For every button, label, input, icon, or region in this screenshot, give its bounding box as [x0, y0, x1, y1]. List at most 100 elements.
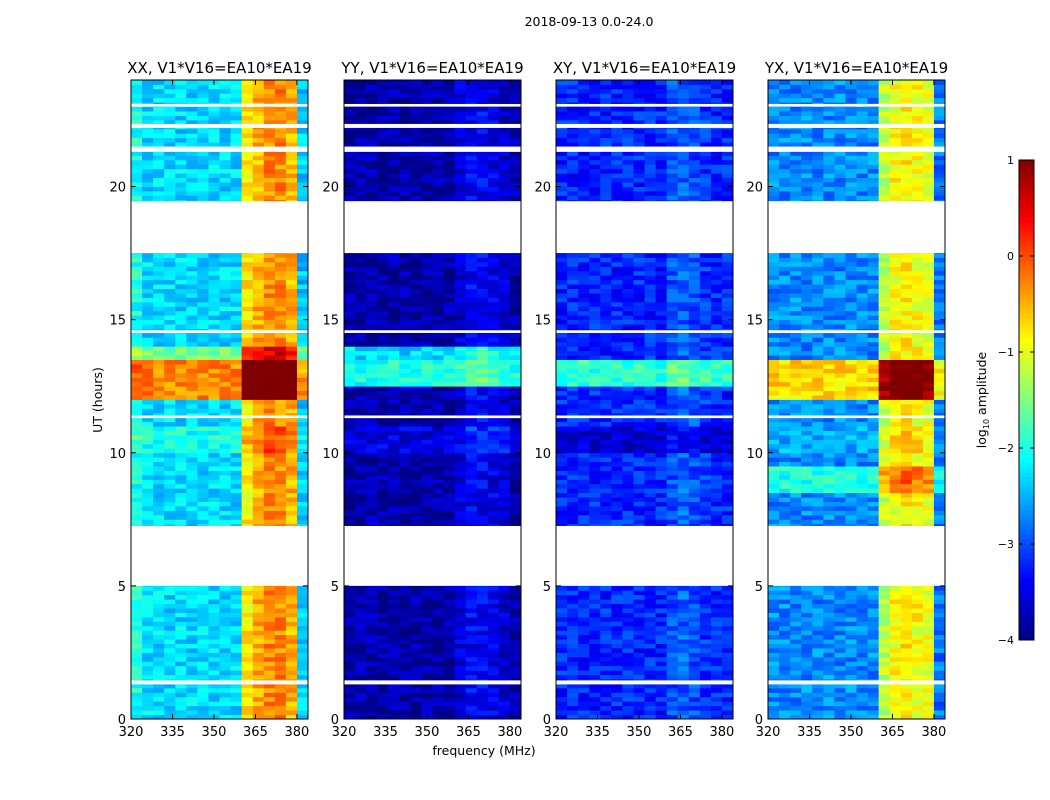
- heatmap-cell: [230, 395, 243, 400]
- x-tick-label: 350: [202, 725, 227, 740]
- heatmap-cell: [399, 128, 411, 134]
- heatmap-cell: [465, 403, 478, 409]
- heatmap-cell: [410, 714, 422, 720]
- heatmap-cell: [611, 634, 623, 640]
- heatmap-cell: [263, 332, 276, 338]
- heatmap-cell: [296, 412, 309, 418]
- heatmap-cell: [633, 661, 645, 667]
- heatmap-cell: [230, 603, 243, 609]
- heatmap-cell: [241, 399, 254, 405]
- heatmap-cell: [366, 173, 378, 179]
- heatmap-cell: [274, 177, 287, 183]
- heatmap-cell: [410, 372, 422, 378]
- heatmap-cell: [263, 80, 276, 85]
- heatmap-cell: [454, 514, 467, 520]
- heatmap-cell: [498, 696, 511, 702]
- heatmap-cell: [476, 621, 489, 627]
- heatmap-cell: [589, 714, 601, 720]
- heatmap-cell: [421, 594, 433, 600]
- heatmap-cell: [454, 84, 467, 90]
- heatmap-cell: [219, 137, 231, 143]
- heatmap-cell: [285, 159, 298, 165]
- heatmap-cell: [465, 80, 478, 85]
- heatmap-cell: [186, 111, 198, 116]
- heatmap-cell: [509, 386, 522, 392]
- heatmap-cell: [175, 93, 187, 99]
- heatmap-cell: [388, 448, 400, 454]
- heatmap-cell: [219, 426, 231, 431]
- heatmap-cell: [509, 692, 522, 698]
- heatmap-cell: [410, 497, 422, 502]
- heatmap-cell: [142, 506, 154, 511]
- heatmap-cell: [153, 164, 165, 170]
- heatmap-cell: [421, 603, 433, 609]
- heatmap-cell: [498, 106, 511, 112]
- heatmap-cell: [263, 470, 276, 476]
- heatmap-cell: [208, 603, 220, 609]
- heatmap-cell: [388, 643, 400, 649]
- heatmap-cell: [153, 93, 165, 99]
- heatmap-cell: [344, 435, 356, 440]
- heatmap-cell: [498, 648, 511, 653]
- heatmap-cell: [219, 97, 231, 103]
- heatmap-cell: [465, 656, 478, 662]
- heatmap-cell: [388, 616, 400, 622]
- heatmap-cell: [476, 448, 489, 454]
- heatmap-cell: [344, 625, 356, 631]
- heatmap-cell: [388, 395, 400, 400]
- heatmap-cell: [399, 119, 411, 125]
- heatmap-cell: [476, 616, 489, 622]
- heatmap-cell: [164, 381, 176, 387]
- heatmap-cell: [252, 612, 265, 618]
- heatmap-cell: [263, 261, 276, 267]
- heatmap-cell: [230, 670, 243, 676]
- heatmap-cell: [175, 506, 187, 511]
- heatmap-cell: [410, 479, 422, 485]
- heatmap-cell: [421, 426, 433, 431]
- heatmap-cell: [142, 266, 154, 272]
- heatmap-cell: [142, 639, 154, 644]
- heatmap-cell: [230, 692, 243, 698]
- heatmap-cell: [131, 151, 143, 156]
- heatmap-cell: [377, 151, 389, 156]
- heatmap-cell: [355, 164, 367, 170]
- heatmap-cell: [454, 310, 467, 316]
- heatmap-cell: [377, 301, 389, 307]
- heatmap-cell: [600, 683, 612, 689]
- heatmap-cell: [285, 435, 298, 440]
- heatmap-cell: [344, 106, 356, 112]
- heatmap-cell: [443, 625, 456, 631]
- heatmap-cell: [230, 195, 243, 201]
- heatmap-cell: [567, 630, 579, 636]
- heatmap-cell: [219, 186, 231, 192]
- heatmap-cell: [655, 683, 668, 689]
- heatmap-cell: [142, 377, 154, 383]
- heatmap-cell: [366, 355, 378, 360]
- heatmap-cell: [197, 594, 209, 600]
- heatmap-cell: [465, 448, 478, 454]
- heatmap-cell: [208, 466, 220, 471]
- heatmap-cell: [388, 364, 400, 369]
- heatmap-cell: [465, 625, 478, 631]
- heatmap-cell: [410, 510, 422, 516]
- heatmap-cell: [388, 115, 400, 121]
- heatmap-cell: [344, 683, 356, 689]
- heatmap-cell: [410, 364, 422, 369]
- heatmap-cell: [421, 506, 433, 511]
- heatmap-cell: [476, 257, 489, 263]
- heatmap-cell: [285, 497, 298, 502]
- heatmap-cell: [454, 492, 467, 498]
- heatmap-cell: [164, 599, 176, 605]
- heatmap-cell: [252, 386, 265, 392]
- heatmap-cell: [252, 381, 265, 387]
- heatmap-cell: [296, 656, 309, 662]
- heatmap-cell: [274, 368, 287, 374]
- heatmap-cell: [355, 319, 367, 325]
- heatmap-cell: [241, 661, 254, 667]
- heatmap-cell: [142, 448, 154, 454]
- heatmap-cell: [509, 470, 522, 476]
- heatmap-cell: [285, 324, 298, 329]
- heatmap-cell: [252, 412, 265, 418]
- heatmap-cell: [388, 634, 400, 640]
- heatmap-cell: [432, 452, 444, 458]
